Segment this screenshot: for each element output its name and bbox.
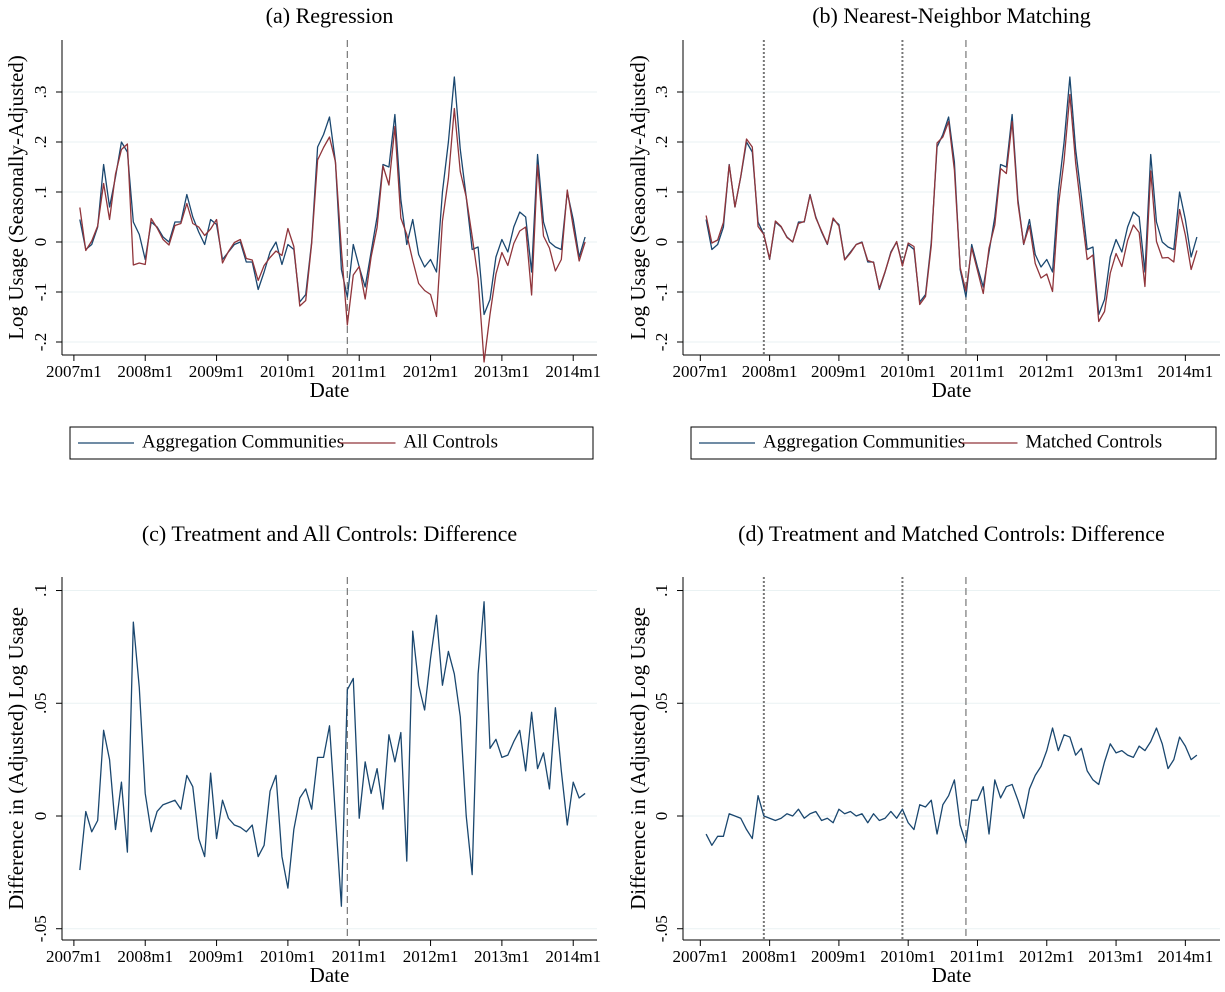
y-tick-label: 0 xyxy=(31,238,50,247)
x-tick-label: 2010m1 xyxy=(260,947,316,966)
y-tick-label: -.2 xyxy=(31,333,50,351)
x-tick-label: 2013m1 xyxy=(474,947,530,966)
x-axis-title: Date xyxy=(932,963,972,987)
x-tick-label: 2008m1 xyxy=(742,362,798,381)
x-tick-label: 2012m1 xyxy=(1019,362,1075,381)
x-tick-label: 2014m1 xyxy=(545,947,601,966)
x-axis-title: Date xyxy=(310,378,350,402)
y-tick-label: .1 xyxy=(652,186,671,199)
y-tick-label: .2 xyxy=(31,136,50,149)
series-line xyxy=(79,107,586,363)
panel: (b) Nearest-Neighbor Matching -.2 -.1 0 .1 .2… xyxy=(626,3,1220,460)
x-tick-label: 2007m1 xyxy=(46,362,102,381)
x-tick-label: 2008m1 xyxy=(742,947,798,966)
x-tick-label: 2011m1 xyxy=(950,362,1005,381)
legend-label: All Controls xyxy=(404,431,498,452)
series-line xyxy=(79,601,586,907)
legend-label: Matched Controls xyxy=(1026,431,1163,452)
legend-box xyxy=(690,426,1217,460)
x-tick-label: 2008m1 xyxy=(117,947,173,966)
x-axis-title: Date xyxy=(932,378,972,402)
series-line xyxy=(705,76,1198,316)
panel: (c) Treatment and All Controls: Differen… xyxy=(4,521,601,987)
panel-title: (b) Nearest-Neighbor Matching xyxy=(812,3,1091,28)
y-tick-label: .2 xyxy=(652,136,671,149)
y-tick-label: .05 xyxy=(652,693,671,714)
x-axis-title: Date xyxy=(310,963,350,987)
series-line xyxy=(705,727,1198,846)
x-tick-label: 2007m1 xyxy=(46,947,102,966)
y-tick-label: 0 xyxy=(652,238,671,247)
y-tick-label: .1 xyxy=(652,584,671,597)
panel-title: (a) Regression xyxy=(266,3,394,28)
y-axis-title: Log Usage (Seasonally-Adjusted) xyxy=(626,55,650,340)
x-tick-label: 2014m1 xyxy=(545,362,601,381)
x-tick-label: 2009m1 xyxy=(811,947,867,966)
x-tick-label: 2012m1 xyxy=(1019,947,1075,966)
x-tick-label: 2014m1 xyxy=(1157,947,1213,966)
x-tick-label: 2010m1 xyxy=(880,947,936,966)
x-tick-label: 2011m1 xyxy=(332,947,387,966)
x-tick-label: 2009m1 xyxy=(189,947,245,966)
y-tick-label: .05 xyxy=(31,693,50,714)
x-tick-label: 2009m1 xyxy=(189,362,245,381)
legend-label: Aggregation Communities xyxy=(142,431,344,452)
y-axis-title: Difference in (Adjusted) Log Usage xyxy=(626,607,650,910)
x-tick-label: 2013m1 xyxy=(474,362,530,381)
y-tick-label: .3 xyxy=(652,86,671,99)
series-line xyxy=(705,93,1198,323)
y-tick-label: -.05 xyxy=(652,915,671,942)
legend-label: Aggregation Communities xyxy=(763,431,965,452)
y-tick-label: 0 xyxy=(31,812,50,821)
y-tick-label: .1 xyxy=(31,186,50,199)
x-tick-label: 2007m1 xyxy=(672,362,728,381)
x-tick-label: 2014m1 xyxy=(1157,362,1213,381)
x-tick-label: 2013m1 xyxy=(1088,362,1144,381)
panel-title: (c) Treatment and All Controls: Differen… xyxy=(142,521,517,546)
x-tick-label: 2013m1 xyxy=(1088,947,1144,966)
series-line xyxy=(79,76,586,316)
y-tick-label: .1 xyxy=(31,584,50,597)
legend-box xyxy=(69,426,594,460)
x-tick-label: 2008m1 xyxy=(117,362,173,381)
panel: (a) Regression -.2 -.1 0 .1 .2 .3 2007m1 2008m1 2… xyxy=(4,3,601,460)
y-tick-label: -.05 xyxy=(31,915,50,942)
y-tick-label: 0 xyxy=(652,812,671,821)
x-tick-label: 2012m1 xyxy=(403,362,459,381)
x-tick-label: 2011m1 xyxy=(332,362,387,381)
x-tick-label: 2012m1 xyxy=(403,947,459,966)
y-tick-label: -.1 xyxy=(652,283,671,301)
y-tick-label: -.2 xyxy=(652,333,671,351)
y-tick-label: .3 xyxy=(31,86,50,99)
y-axis-title: Difference in (Adjusted) Log Usage xyxy=(4,607,28,910)
x-tick-label: 2010m1 xyxy=(880,362,936,381)
x-tick-label: 2010m1 xyxy=(260,362,316,381)
y-axis-title: Log Usage (Seasonally-Adjusted) xyxy=(4,55,28,340)
y-tick-label: -.1 xyxy=(31,283,50,301)
x-tick-label: 2011m1 xyxy=(950,947,1005,966)
panel-title: (d) Treatment and Matched Controls: Diff… xyxy=(738,521,1165,546)
x-tick-label: 2009m1 xyxy=(811,362,867,381)
x-tick-label: 2007m1 xyxy=(672,947,728,966)
panel: (d) Treatment and Matched Controls: Diff… xyxy=(626,521,1220,987)
